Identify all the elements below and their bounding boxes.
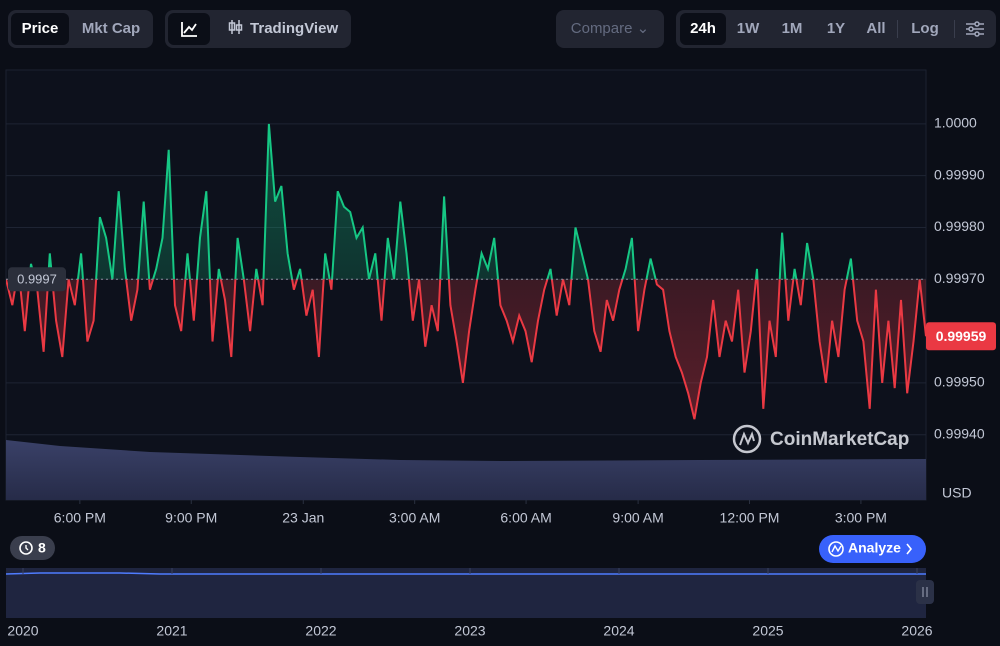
area-down xyxy=(6,279,926,420)
candle-icon xyxy=(228,20,243,34)
handle-grip xyxy=(922,587,928,597)
compare-dropdown[interactable]: Compare ⌄ xyxy=(556,10,664,48)
mkt-cap-button[interactable]: Mkt Cap xyxy=(81,20,141,37)
y-tick-label: 0.99940 xyxy=(934,425,985,441)
y-tick-label: 1.0000 xyxy=(934,115,977,131)
price-button[interactable]: Price xyxy=(11,13,69,45)
last-price-label: 0.99959 xyxy=(936,328,987,344)
plot-area xyxy=(5,69,927,501)
price-toggle: Price Mkt Cap xyxy=(8,10,153,48)
line-down xyxy=(6,279,926,420)
last-price-badge xyxy=(926,322,996,351)
year-label: 2023 xyxy=(454,623,485,639)
baseline-label: 0.9997 xyxy=(17,272,57,287)
line-chart-button[interactable] xyxy=(168,13,210,45)
logo-wave xyxy=(739,431,755,446)
year-label: 2025 xyxy=(752,623,783,639)
analyze-icon xyxy=(828,541,844,557)
x-tick-label: 3:00 PM xyxy=(835,510,887,526)
tradingview-label: TradingView xyxy=(250,20,339,37)
area-up xyxy=(6,123,926,280)
x-tick-label: 12:00 PM xyxy=(720,510,780,526)
currency-label: USD xyxy=(942,485,972,501)
navigator-line xyxy=(5,572,926,575)
y-tick-label: 0.99990 xyxy=(934,166,985,182)
tradingview-button[interactable]: TradingView xyxy=(223,13,343,45)
year-label: 2021 xyxy=(156,623,187,639)
alerts-badge[interactable] xyxy=(10,536,55,560)
logo-ring xyxy=(732,424,762,454)
settings-icon[interactable] xyxy=(963,19,987,39)
chart-toggle: TradingView xyxy=(165,10,351,48)
watermark: CoinMarketCap xyxy=(770,429,909,450)
range-button[interactable]: 1M xyxy=(781,20,803,37)
volume-area xyxy=(6,440,926,500)
year-label: 2020 xyxy=(7,623,38,639)
navigator-handle[interactable] xyxy=(916,580,934,604)
analyze-wave xyxy=(831,544,842,553)
x-tick-label: 9:00 AM xyxy=(612,510,663,526)
analyze-chevron xyxy=(906,543,913,555)
analyze-button[interactable] xyxy=(819,535,926,563)
y-tick-label: 0.99980 xyxy=(934,218,985,234)
range-button[interactable]: 1W xyxy=(736,20,760,37)
year-label: 2024 xyxy=(603,623,634,639)
range-button[interactable]: All xyxy=(866,20,886,37)
divider xyxy=(954,20,955,38)
line-icon xyxy=(181,22,197,37)
navigator xyxy=(6,568,926,618)
range-button[interactable]: 1Y xyxy=(826,20,846,37)
x-tick-label: 3:00 AM xyxy=(389,510,440,526)
x-tick-label: 6:00 PM xyxy=(54,510,106,526)
watermark-logo xyxy=(732,424,762,454)
compare-label: Compare xyxy=(570,20,633,37)
year-label: 2026 xyxy=(901,623,932,639)
range-button[interactable]: 24h xyxy=(680,13,726,45)
analyze-label: Analyze xyxy=(848,540,901,556)
line-up xyxy=(6,123,921,280)
y-tick-label: 0.99950 xyxy=(934,374,985,390)
x-tick-label: 6:00 AM xyxy=(500,510,551,526)
x-tick-label: 23 Jan xyxy=(282,510,324,526)
divider xyxy=(897,20,898,38)
range-toggle: Log 24h 1W 1M 1Y All xyxy=(676,10,996,48)
compare-button[interactable]: Compare ⌄ xyxy=(570,20,650,37)
year-label: 2022 xyxy=(305,623,336,639)
x-tick-label: 9:00 PM xyxy=(165,510,217,526)
baseline-badge xyxy=(8,267,66,292)
y-tick-label: 0.99970 xyxy=(934,270,985,286)
log-button[interactable]: Log xyxy=(911,20,939,37)
